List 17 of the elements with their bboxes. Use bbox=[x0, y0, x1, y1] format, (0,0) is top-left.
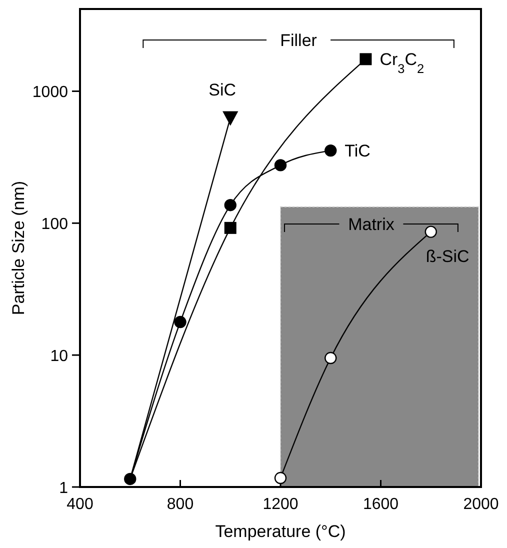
x-tick-label: 400 bbox=[66, 496, 94, 513]
series-label: TiC bbox=[344, 142, 370, 161]
series-label: SiC bbox=[208, 80, 236, 100]
annotation: Filler bbox=[280, 31, 318, 50]
y-tick-label: 100 bbox=[41, 216, 68, 234]
annotation: Matrix bbox=[348, 215, 395, 234]
x-tick-label: 1600 bbox=[362, 496, 399, 513]
series-label: Cr$_{3}$C$_{2}$ bbox=[380, 50, 424, 76]
x-tick-label: 2000 bbox=[463, 496, 499, 513]
legend-label: ß-SiC bbox=[426, 246, 470, 266]
y-axis-title: Particle Size (nm) bbox=[9, 180, 28, 316]
y-tick-label: 1000 bbox=[32, 84, 68, 102]
y-tick-label: 1 bbox=[59, 480, 68, 497]
x-tick-label: 1200 bbox=[262, 496, 298, 513]
x-tick-label: 800 bbox=[166, 496, 194, 513]
y-tick-label: 10 bbox=[50, 348, 68, 366]
x-axis-title: Temperature (°C) bbox=[215, 522, 346, 541]
